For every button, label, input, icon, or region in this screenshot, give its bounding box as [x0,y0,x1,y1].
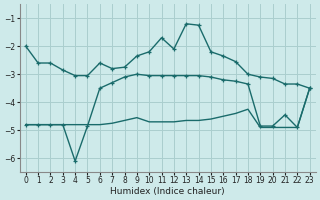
X-axis label: Humidex (Indice chaleur): Humidex (Indice chaleur) [110,187,225,196]
